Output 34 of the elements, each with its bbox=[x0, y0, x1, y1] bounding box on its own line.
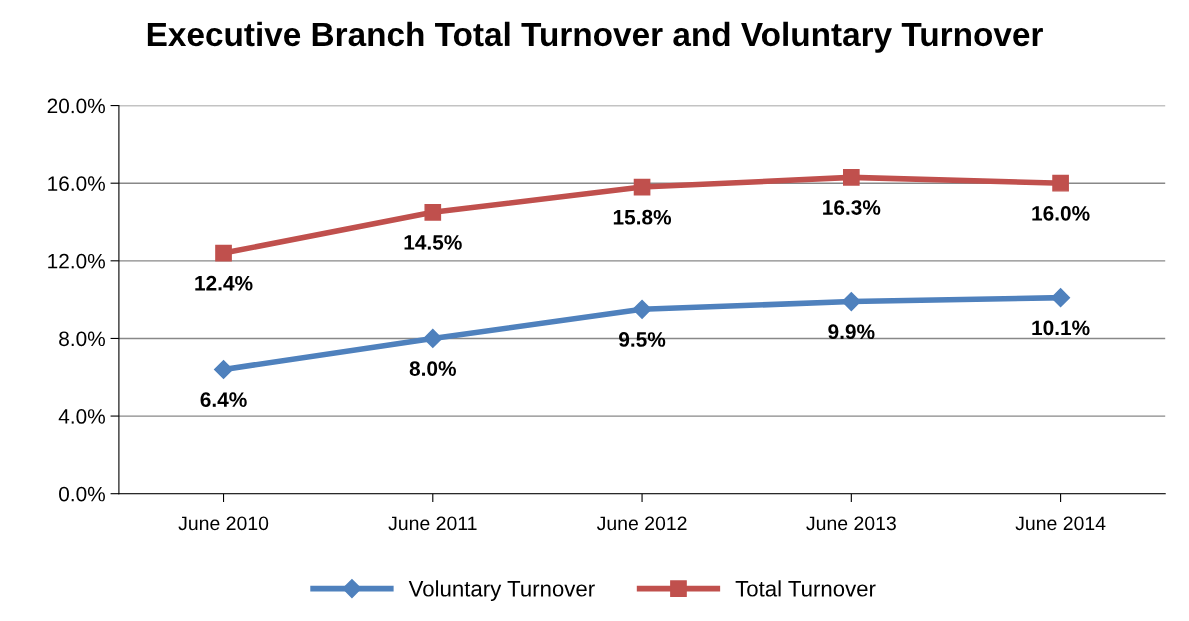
y-tick-label: 20.0% bbox=[47, 98, 105, 114]
point bbox=[1051, 288, 1071, 308]
point bbox=[423, 328, 443, 348]
x-tick-label: June 2011 bbox=[388, 516, 477, 531]
point bbox=[633, 178, 651, 196]
y-tick-label: 16.0% bbox=[48, 176, 105, 191]
data-label: 16.0% bbox=[1032, 205, 1090, 221]
y-tick-label: 8.0% bbox=[59, 331, 105, 347]
data-label: 9.5% bbox=[619, 332, 666, 347]
y-tick-label: 0.0% bbox=[59, 486, 105, 502]
data-label: 8.0% bbox=[409, 361, 456, 376]
y-tick-label: 12.0% bbox=[48, 253, 105, 269]
data-label: 16.3% bbox=[823, 200, 881, 215]
data-label: 9.9% bbox=[828, 324, 875, 340]
data-label: 6.4% bbox=[200, 392, 247, 408]
data-label: 15.8% bbox=[613, 209, 672, 225]
data-label: 10.1% bbox=[1032, 320, 1090, 336]
data-label: 12.4% bbox=[195, 275, 253, 291]
legend-label: Total Turnover bbox=[735, 580, 876, 597]
data-label: 14.5% bbox=[404, 235, 462, 250]
point bbox=[213, 359, 234, 380]
x-tick-label: June 2013 bbox=[806, 516, 896, 531]
x-tick-label: June 2014 bbox=[1015, 516, 1106, 531]
chart-title: Executive Branch Total Turnover and Voluntary Turnover bbox=[147, 21, 1043, 53]
legend-label: Voluntary Turnover bbox=[408, 580, 595, 601]
x-tick-label: June 2010 bbox=[178, 516, 269, 531]
point bbox=[842, 169, 860, 186]
point bbox=[632, 299, 652, 319]
point bbox=[215, 244, 232, 262]
point bbox=[1052, 174, 1069, 192]
y-tick-label: 4.0% bbox=[58, 409, 105, 424]
point bbox=[841, 292, 861, 312]
x-tick-label: June 2012 bbox=[596, 516, 687, 531]
point bbox=[424, 203, 442, 221]
